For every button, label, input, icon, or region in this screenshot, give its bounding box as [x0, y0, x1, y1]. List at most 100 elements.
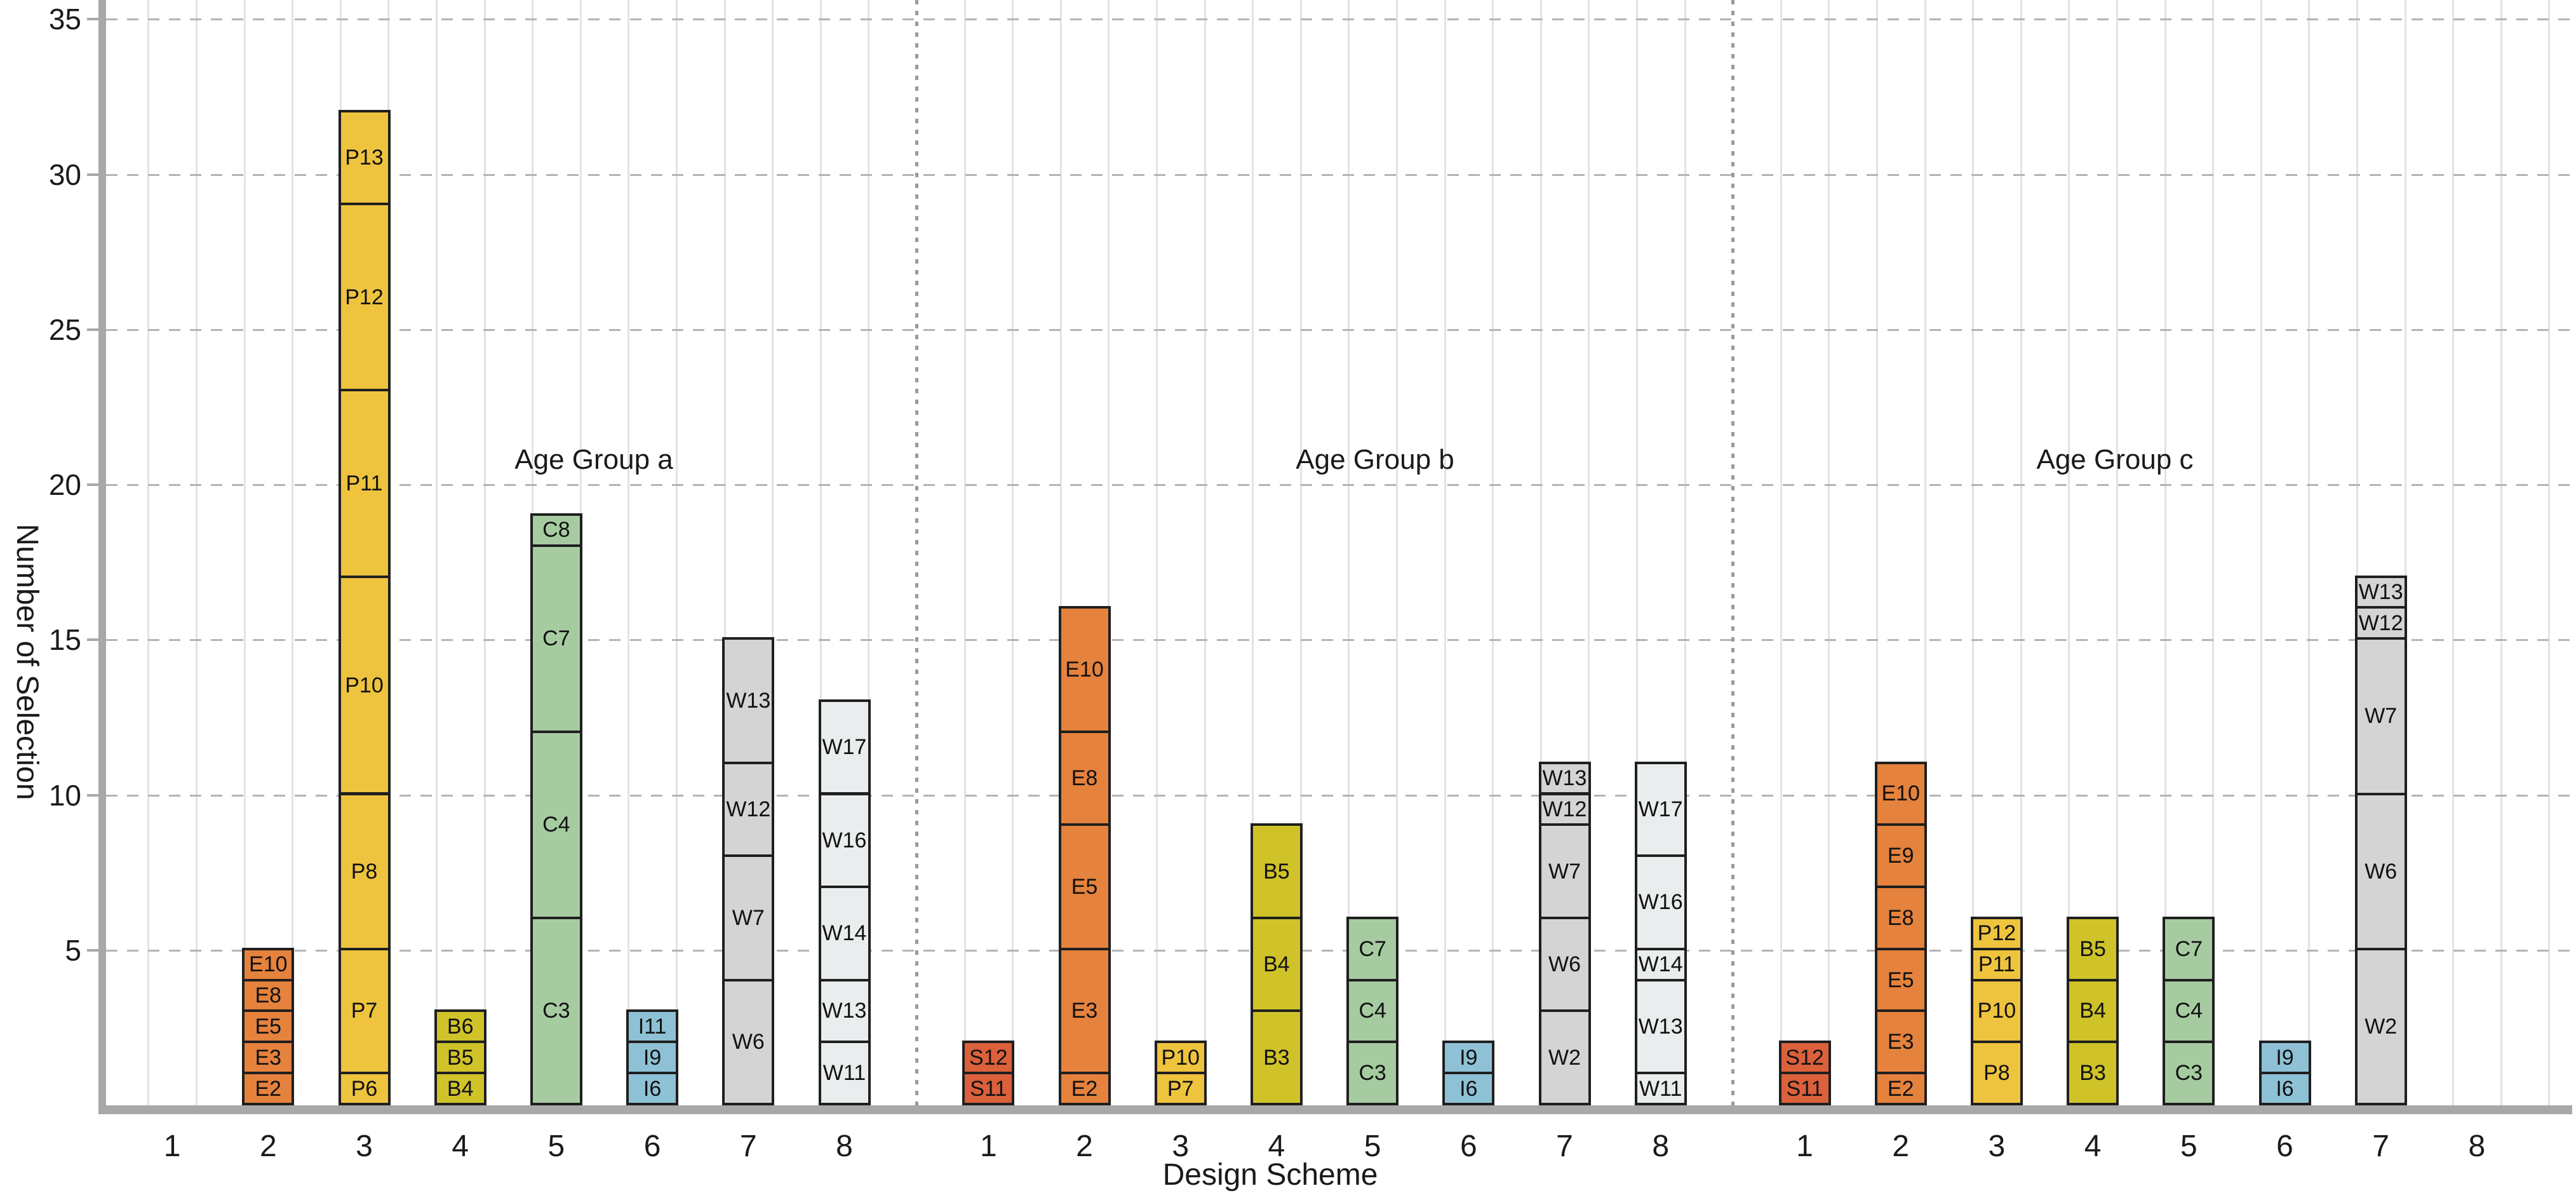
- bar-segment: P12: [1970, 916, 2023, 950]
- bar-segment-label: P8: [1983, 1061, 2010, 1086]
- bar-segment-label: W17: [822, 735, 867, 760]
- bar-segment: I6: [1442, 1072, 1495, 1105]
- bar-segment: E10: [1874, 761, 1927, 826]
- x-tick-label: 1: [979, 1129, 997, 1163]
- v-gridline: [1684, 0, 1686, 1105]
- bar-segment: P13: [338, 109, 391, 206]
- x-tick-label: 8: [836, 1129, 853, 1163]
- bar-segment: I9: [626, 1041, 679, 1075]
- bar-segment-label: E2: [255, 1076, 282, 1101]
- bar-segment: B3: [1250, 1009, 1303, 1105]
- bar-segment-label: W7: [2365, 704, 2398, 729]
- bar-segment-label: W12: [2358, 610, 2403, 635]
- bar-segment: W12: [2354, 606, 2407, 640]
- y-tick-mark: [87, 18, 98, 21]
- v-gridline: [868, 0, 870, 1105]
- bar-segment: B4: [2067, 978, 2119, 1044]
- bar-segment: P7: [1154, 1072, 1207, 1105]
- bar-segment: S11: [1778, 1072, 1831, 1105]
- x-tick-label: 7: [739, 1129, 757, 1163]
- bar-segment: P10: [1970, 978, 2023, 1044]
- v-gridline: [772, 0, 774, 1105]
- bar-segment: W16: [1634, 854, 1687, 950]
- bar-segment: C3: [1346, 1041, 1399, 1105]
- y-tick-mark: [87, 793, 98, 797]
- bar-segment-label: P7: [351, 999, 378, 1023]
- bar-segment: E8: [1058, 730, 1111, 826]
- x-tick-label: 2: [1892, 1129, 1910, 1163]
- x-tick-label: 8: [2468, 1129, 2486, 1163]
- bar-segment: W7: [722, 854, 775, 981]
- y-tick-mark: [87, 483, 98, 486]
- v-gridline: [2116, 0, 2118, 1105]
- bar-segment: P12: [338, 203, 391, 392]
- bar-segment-label: E3: [255, 1045, 282, 1070]
- bar-segment: E2: [242, 1072, 295, 1105]
- bar-segment: W13: [1538, 761, 1591, 795]
- bar-segment-label: W14: [1638, 952, 1683, 977]
- v-gridline: [243, 0, 246, 1105]
- bar-segment-label: B5: [446, 1045, 474, 1070]
- bar-segment-label: B4: [1263, 952, 1290, 977]
- y-tick-mark: [87, 948, 98, 952]
- bar-segment-label: P6: [351, 1076, 378, 1101]
- y-axis-line: [98, 0, 106, 1114]
- bar-segment-label: P10: [1161, 1045, 1200, 1070]
- bar-segment-label: E10: [1881, 781, 1920, 806]
- bar-segment-label: B3: [2079, 1061, 2106, 1086]
- bar-segment: E5: [242, 1009, 295, 1044]
- bar-segment: W17: [1634, 761, 1687, 858]
- bar-segment: E3: [1874, 1009, 1927, 1075]
- bar-segment-label: B5: [1263, 859, 1290, 884]
- y-tick-mark: [87, 328, 98, 331]
- bar-segment-label: E3: [1887, 1030, 1914, 1055]
- bar-segment: C7: [1346, 916, 1399, 981]
- v-gridline: [2308, 0, 2311, 1105]
- x-tick-label: 1: [163, 1129, 181, 1163]
- bar-segment-label: P10: [345, 673, 384, 698]
- x-tick-label: 2: [1076, 1129, 1093, 1163]
- h-gridline: [106, 949, 2570, 952]
- bar-segment-label: B3: [1263, 1045, 1290, 1070]
- x-tick-label: 6: [643, 1129, 661, 1163]
- bar-segment: C3: [2163, 1041, 2215, 1105]
- bar-segment: I9: [1442, 1041, 1495, 1075]
- x-axis-title: Design Scheme: [1162, 1158, 1378, 1192]
- h-gridline: [106, 18, 2570, 21]
- bar-segment: W11: [818, 1041, 871, 1105]
- bar-segment-label: W11: [822, 1061, 866, 1086]
- age-group-title: Age Group c: [2036, 444, 2194, 475]
- y-tick-label: 30: [48, 158, 81, 191]
- v-gridline: [292, 0, 294, 1105]
- bar-segment: C7: [530, 544, 582, 733]
- v-gridline: [2164, 0, 2166, 1105]
- bar-segment-label: S11: [970, 1076, 1007, 1101]
- bar-segment: W13: [722, 637, 775, 764]
- x-tick-label: 5: [547, 1129, 565, 1163]
- bar-segment: E3: [242, 1041, 295, 1075]
- v-gridline: [1828, 0, 1830, 1105]
- group-separator-line: [915, 0, 918, 1105]
- bar-segment-label: E5: [1071, 875, 1098, 900]
- bar-segment-label: W7: [1548, 859, 1581, 884]
- v-gridline: [627, 0, 630, 1105]
- bar-segment: E5: [1874, 947, 1927, 1013]
- v-gridline: [675, 0, 678, 1105]
- x-tick-label: 6: [2276, 1129, 2293, 1163]
- bar-segment: W13: [1634, 978, 1687, 1075]
- x-tick-label: 3: [356, 1129, 373, 1163]
- bar-segment-label: B4: [2079, 999, 2106, 1023]
- bar-segment-label: I6: [1459, 1076, 1478, 1101]
- bar-segment-label: B5: [2079, 936, 2106, 961]
- bar-segment: E3: [1058, 947, 1111, 1075]
- bar-segment: W17: [818, 699, 871, 795]
- v-gridline: [2068, 0, 2070, 1105]
- bar-segment-label: P12: [1977, 921, 2016, 946]
- bar-segment: P10: [1154, 1041, 1207, 1075]
- age-group-title: Age Group a: [514, 444, 673, 475]
- bar-segment: W14: [1634, 947, 1687, 981]
- v-gridline: [963, 0, 966, 1105]
- v-gridline: [195, 0, 198, 1105]
- bar-segment: P11: [1970, 947, 2023, 981]
- bar-segment-label: I6: [2276, 1076, 2294, 1101]
